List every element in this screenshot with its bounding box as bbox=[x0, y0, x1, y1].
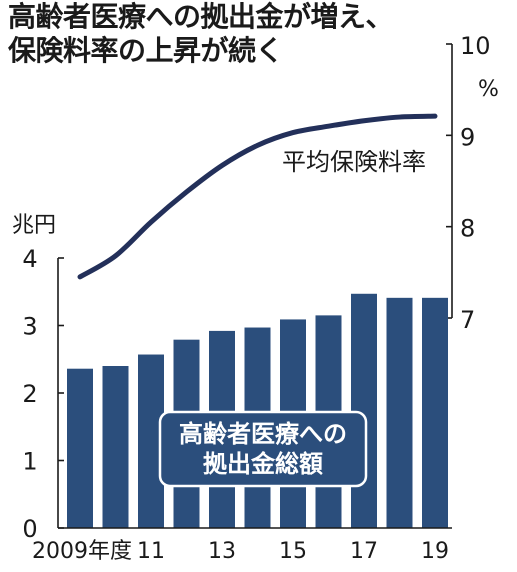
x-tick-label: 11 bbox=[137, 539, 165, 564]
x-tick-label: 15 bbox=[279, 539, 307, 564]
bar-series-label-line: 高齢者医療への bbox=[179, 420, 347, 448]
bar-2009 bbox=[67, 368, 93, 528]
left-tick-label: 4 bbox=[22, 245, 37, 273]
bar-series-label-line: 拠出金総額 bbox=[203, 450, 323, 478]
title-line-2: 保険料率の上昇が続く bbox=[8, 34, 284, 67]
left-tick-label: 1 bbox=[22, 448, 37, 476]
left-tick-label: 3 bbox=[22, 313, 37, 341]
left-tick-label: 0 bbox=[22, 515, 37, 543]
right-tick-label: 7 bbox=[460, 306, 475, 334]
left-axis-unit: 兆円 bbox=[12, 213, 56, 238]
right-tick-label: 10 bbox=[460, 32, 491, 60]
title-line-1: 高齢者医療への拠出金が増え、 bbox=[8, 0, 394, 33]
line-series-path bbox=[77, 113, 438, 280]
right-axis-unit: % bbox=[478, 77, 499, 102]
bar-2010 bbox=[102, 366, 129, 528]
x-tick-label: 17 bbox=[350, 539, 378, 564]
bar-series-callout bbox=[158, 410, 368, 488]
bar-2019 bbox=[422, 297, 448, 528]
bar-2018 bbox=[386, 297, 413, 528]
right-tick-label: 9 bbox=[460, 123, 475, 151]
chart-title: 高齢者医療への拠出金が増え、 保険料率の上昇が続く bbox=[8, 0, 448, 68]
line-series-label: 平均保険料率 bbox=[282, 148, 426, 176]
x-tick-label: 13 bbox=[208, 539, 236, 564]
x-tick-label: 2009年度 bbox=[32, 539, 132, 564]
right-tick-label: 8 bbox=[460, 215, 475, 243]
x-tick-label: 19 bbox=[421, 539, 449, 564]
left-tick-label: 2 bbox=[22, 380, 37, 408]
